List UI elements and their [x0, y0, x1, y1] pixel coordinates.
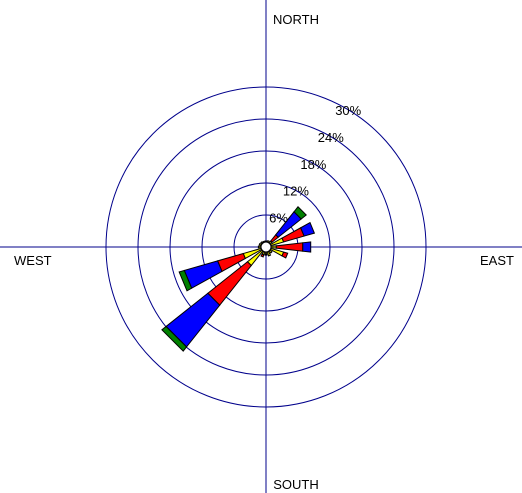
- petal-67.5-class-3: [300, 221, 316, 237]
- direction-label-west: WEST: [14, 253, 52, 268]
- ring-label-18: 18%: [300, 157, 326, 172]
- ring-label-24: 24%: [318, 130, 344, 145]
- direction-label-south: SOUTH: [273, 477, 319, 492]
- petal-45-class-4: [293, 206, 307, 220]
- ring-label-12: 12%: [283, 184, 309, 199]
- petal-112.5-class-1: [269, 247, 285, 257]
- ring-label-6: 6%: [269, 210, 288, 225]
- petal-90-class-1: [270, 245, 277, 249]
- petal-202.5-class-2: [260, 253, 265, 258]
- ring-labels: 6% 12% 18% 24% 30%: [269, 103, 362, 225]
- wind-petals: [161, 206, 316, 352]
- petal-90-class-3: [302, 241, 312, 253]
- petal-180-class-2: [264, 253, 268, 256]
- ring-label-30: 30%: [335, 103, 361, 118]
- petal-112.5-class-2: [281, 251, 289, 259]
- petal-225-class-4: [161, 325, 188, 352]
- direction-label-east: EAST: [480, 253, 514, 268]
- center-hole: [260, 241, 272, 253]
- petal-90-class-2: [275, 242, 304, 252]
- petal-247.5-class-4: [178, 269, 193, 292]
- direction-label-north: NORTH: [273, 12, 319, 27]
